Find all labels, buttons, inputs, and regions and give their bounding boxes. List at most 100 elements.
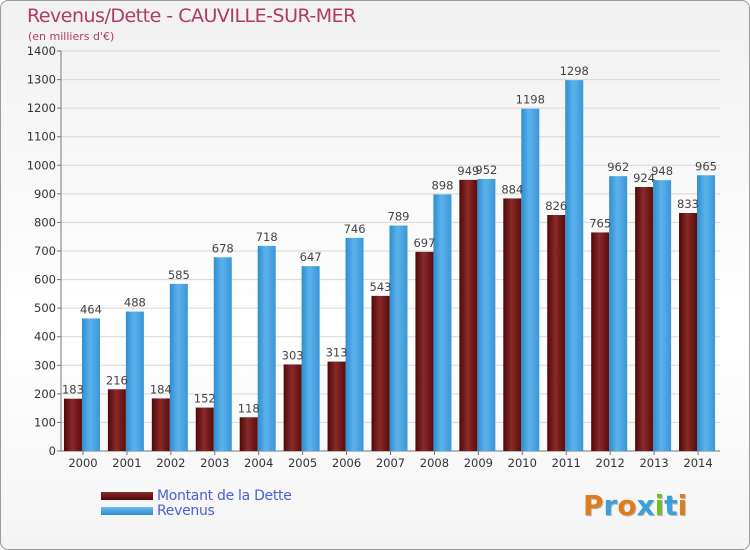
bar-debt-2014 (679, 213, 698, 451)
bar-debt-2008 (415, 251, 434, 451)
bar-revenue-2010 (521, 108, 540, 451)
bar-debt-2012 (591, 232, 610, 451)
data-label-debt-2005: 303 (282, 348, 304, 362)
bar-revenue-2008 (433, 194, 452, 451)
data-label-debt-2003: 152 (194, 392, 216, 406)
data-label-revenue-2010: 1198 (516, 93, 545, 107)
legend-item-revenue: Revenus (101, 502, 292, 519)
data-label-revenue-2012: 962 (607, 160, 629, 174)
data-label-revenue-2001: 488 (124, 296, 146, 310)
legend-swatch-debt (101, 491, 153, 500)
logo-letter: P (583, 489, 604, 522)
bar-debt-2006 (327, 361, 346, 451)
data-label-revenue-2003: 678 (212, 241, 234, 255)
logo-letter: o (617, 489, 637, 522)
data-label-revenue-2002: 585 (168, 268, 190, 282)
y-tick-label: 200 (34, 387, 56, 401)
bar-revenue-2012 (609, 176, 628, 451)
bar-debt-2003 (195, 407, 214, 451)
bar-revenue-2014 (697, 175, 716, 452)
data-label-debt-2008: 697 (413, 236, 435, 250)
data-label-debt-2009: 949 (457, 164, 479, 178)
y-tick-label: 500 (34, 301, 56, 315)
bar-revenue-2002 (169, 283, 188, 451)
bar-debt-2009 (459, 179, 478, 451)
logo-letter: x (636, 489, 655, 522)
x-tick-label-2003: 2003 (200, 456, 229, 470)
legend-swatch-revenue (101, 506, 153, 515)
data-label-revenue-2013: 948 (651, 164, 673, 178)
x-tick-label-2006: 2006 (332, 456, 361, 470)
data-label-revenue-2005: 647 (300, 250, 322, 264)
x-tick-label-2005: 2005 (288, 456, 317, 470)
bar-revenue-2000 (81, 318, 100, 451)
legend-item-debt: Montant de la Dette (101, 487, 292, 504)
data-label-debt-2001: 216 (106, 373, 128, 387)
data-label-revenue-2007: 789 (388, 210, 410, 224)
data-label-revenue-2000: 464 (80, 302, 102, 316)
legend-label-debt: Montant de la Dette (157, 487, 292, 504)
y-tick-label: 100 (34, 415, 56, 429)
x-tick-label-2011: 2011 (552, 456, 581, 470)
chart-title: Revenus/Dette - CAUVILLE-SUR-MER (27, 5, 356, 27)
bar-debt-2002 (151, 398, 170, 451)
data-label-debt-2000: 183 (62, 383, 84, 397)
data-label-revenue-2009: 952 (475, 163, 497, 177)
x-tick-label-2002: 2002 (156, 456, 185, 470)
y-tick-label: 300 (34, 358, 56, 372)
legend-label-revenue: Revenus (157, 502, 215, 519)
bar-revenue-2007 (389, 225, 408, 451)
x-tick-label-2012: 2012 (596, 456, 625, 470)
y-tick-label: 1300 (27, 73, 56, 87)
data-label-debt-2011: 826 (545, 199, 567, 213)
y-tick-label: 1000 (27, 158, 56, 172)
logo-letter: t (664, 489, 678, 522)
data-label-revenue-2014: 965 (695, 159, 717, 173)
bar-revenue-2005 (301, 266, 320, 451)
x-tick-label-2013: 2013 (639, 456, 668, 470)
data-label-debt-2013: 924 (633, 171, 655, 185)
x-tick-label-2008: 2008 (420, 456, 449, 470)
bar-debt-2011 (547, 215, 566, 451)
data-label-revenue-2006: 746 (344, 222, 366, 236)
data-label-debt-2007: 543 (370, 280, 392, 294)
y-tick-label: 1400 (27, 44, 56, 58)
logo-letter: i (677, 489, 688, 522)
bar-revenue-2011 (565, 80, 584, 452)
data-label-debt-2006: 313 (326, 346, 348, 360)
data-label-debt-2010: 884 (501, 182, 523, 196)
data-label-revenue-2008: 898 (431, 178, 453, 192)
x-tick-label-2014: 2014 (683, 456, 712, 470)
data-label-debt-2012: 765 (589, 216, 611, 230)
bar-debt-2013 (635, 187, 654, 451)
bar-debt-2005 (283, 364, 302, 451)
x-tick-label-2000: 2000 (68, 456, 97, 470)
bar-revenue-2001 (125, 311, 144, 451)
bar-revenue-2009 (477, 179, 496, 451)
bar-debt-2010 (503, 198, 522, 451)
proxiti-logo: Proxiti (583, 489, 687, 522)
data-label-debt-2004: 118 (238, 401, 260, 415)
y-tick-label: 900 (34, 187, 56, 201)
logo-letter: r (603, 489, 618, 522)
bar-revenue-2003 (213, 257, 232, 451)
bar-revenue-2006 (345, 237, 364, 451)
x-tick-label-2010: 2010 (508, 456, 537, 470)
data-label-debt-2014: 833 (677, 197, 699, 211)
y-tick-label: 0 (49, 444, 56, 458)
bar-debt-2001 (107, 389, 126, 451)
bar-debt-2004 (239, 417, 258, 451)
x-tick-label-2004: 2004 (244, 456, 273, 470)
x-tick-label-2009: 2009 (464, 456, 493, 470)
chart-subtitle: (en milliers d'€) (28, 30, 115, 43)
y-tick-label: 700 (34, 244, 56, 258)
data-label-revenue-2011: 1298 (560, 64, 589, 78)
logo-letter: i (654, 489, 665, 522)
bar-debt-2000 (63, 398, 82, 451)
bar-debt-2007 (371, 295, 390, 451)
x-tick-label-2001: 2001 (112, 456, 141, 470)
bar-revenue-2013 (653, 180, 672, 451)
x-tick-label-2007: 2007 (376, 456, 405, 470)
